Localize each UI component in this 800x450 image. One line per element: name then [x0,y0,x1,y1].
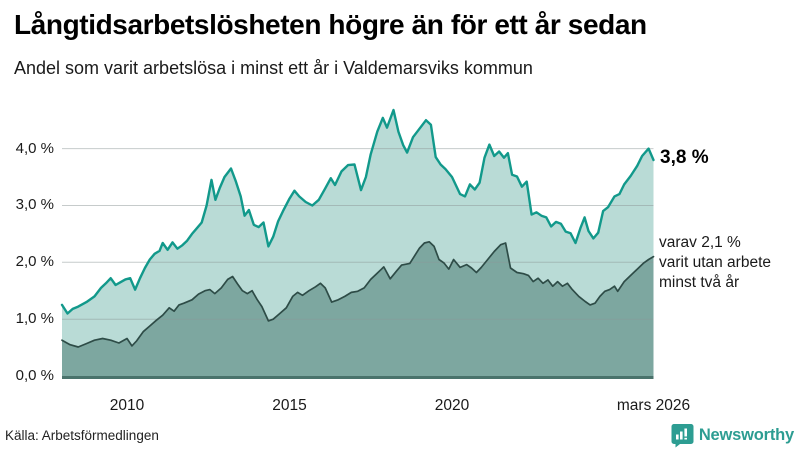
y-axis-tick-label: 3,0 % [15,196,54,214]
y-axis-tick-label: 4,0 % [15,139,54,157]
y-axis-tick-label: 0,0 % [15,367,54,384]
series-end-value-label: 3,8 % [660,147,709,168]
source-credit: Källa: Arbetsförmedlingen [5,428,159,443]
newsworthy-logo-icon [671,423,694,447]
annotation-line: varit utan arbete [659,254,772,271]
x-axis-tick-label: 2020 [434,397,470,414]
annotation-line: minst två år [659,274,740,291]
newsworthy-logo-text: Newsworthy [698,425,794,444]
x-axis-tick-label: mars 2026 [616,397,691,414]
x-axis-tick-label: 2015 [272,397,307,414]
y-axis-tick-label: 2,0 % [15,253,54,271]
annotation-line: varav 2,1 % [659,234,741,251]
chart-subtitle: Andel som varit arbetslösa i minst ett å… [14,58,533,78]
series-annotation-label: varav 2,1 % varit utan arbete minst två … [659,233,799,293]
y-axis-tick-label: 1,0 % [15,310,54,328]
x-axis-tick-label: 2010 [109,397,145,414]
page-title: Långtidsarbetslösheten högre än för ett … [14,9,647,40]
newsworthy-logo[interactable]: Newsworthy [671,422,794,448]
